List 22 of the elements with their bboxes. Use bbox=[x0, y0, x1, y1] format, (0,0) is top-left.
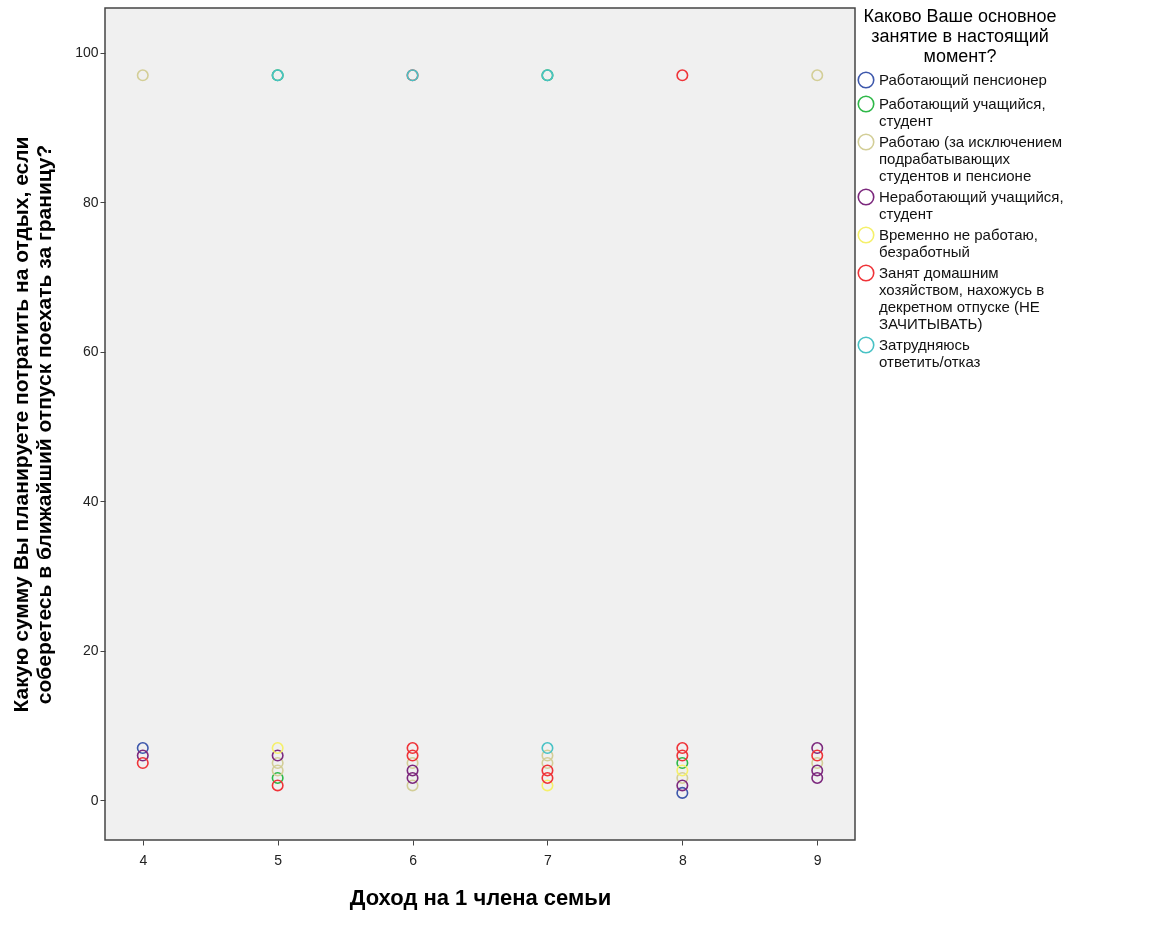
y-tick-label: 0 bbox=[90, 791, 99, 808]
x-tick-label: 8 bbox=[678, 851, 687, 868]
y-axis-title: Какую сумму Вы планируете потратить на отдых, если соберетесь в ближайший отпуск поехать за границу? bbox=[9, 136, 56, 713]
legend-title: Каково Ваше основное занятие в настоящий момент? bbox=[863, 6, 1057, 66]
x-tick-label: 9 bbox=[813, 851, 822, 868]
x-tick-label: 5 bbox=[274, 851, 283, 868]
x-tick-label: 4 bbox=[139, 851, 148, 868]
y-tick-label: 100 bbox=[75, 44, 99, 61]
y-tick-label: 20 bbox=[82, 642, 99, 659]
x-tick-label: 7 bbox=[544, 851, 553, 868]
legend-label: Занят домашним хозяйством, нахожусь в декретном отпуске (НЕ ЗАЧИТЫВАТЬ) bbox=[879, 264, 1045, 332]
legend-label: Работаю (за исключением подрабатывающих студентов и пенсионе bbox=[879, 133, 1063, 184]
legend-label: Работающий пенсионер bbox=[879, 71, 1047, 88]
y-tick-label: 60 bbox=[82, 343, 99, 360]
legend-label: Работающий учащийся, студент bbox=[879, 95, 1046, 129]
legend-label: Временно не работаю, безработный bbox=[879, 226, 1038, 260]
y-tick-label: 80 bbox=[82, 193, 99, 210]
legend-label: Затрудняюсь ответить/отказ bbox=[879, 336, 981, 370]
y-tick-label: 40 bbox=[82, 492, 99, 509]
x-tick-label: 6 bbox=[409, 851, 418, 868]
x-axis-title: Доход на 1 члена семьи bbox=[349, 884, 612, 910]
legend-label: Неработающий учащийся, студент bbox=[879, 188, 1064, 222]
